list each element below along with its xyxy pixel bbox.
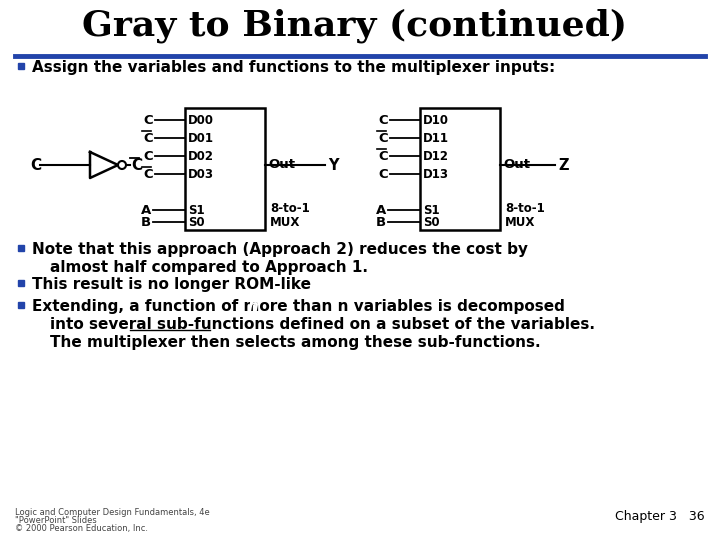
Text: D03: D03 [188,167,214,180]
Text: Z: Z [558,158,569,172]
Text: C: C [131,158,142,172]
Text: B: B [141,215,151,228]
Text: MUX: MUX [270,217,300,230]
Bar [18,280,24,286]
Text: Out: Out [503,159,530,172]
Text: C: C [143,167,153,180]
Text: Logic and Computer Design Fundamentals, 4e: Logic and Computer Design Fundamentals, … [15,508,210,517]
Text: C: C [378,113,387,126]
Bar [18,63,24,69]
Text: A: A [376,204,386,217]
Text: C: C [143,132,153,145]
Text: D02: D02 [188,150,214,163]
Text: Y: Y [328,158,338,172]
Text: n: n [247,299,258,314]
Text: C: C [378,132,387,145]
Text: Extending, a function of more than n variables is decomposed: Extending, a function of more than n var… [32,299,565,314]
Circle shape [118,161,126,169]
Text: D01: D01 [188,132,214,145]
Text: This result is no longer ROM-like: This result is no longer ROM-like [32,277,311,292]
Text: 8-to-1: 8-to-1 [505,202,545,215]
Text: almost half compared to Approach 1.: almost half compared to Approach 1. [50,260,368,275]
Text: Assign the variables and functions to the multiplexer inputs:: Assign the variables and functions to th… [32,60,555,75]
Text: "PowerPoint" Slides: "PowerPoint" Slides [15,516,96,525]
Text: S1: S1 [188,204,204,217]
Text: C: C [378,150,387,163]
Text: S0: S0 [423,215,440,228]
Text: D11: D11 [423,132,449,145]
Text: Note that this approach (Approach 2) reduces the cost by: Note that this approach (Approach 2) red… [32,242,528,257]
Text: D12: D12 [423,150,449,163]
Text: Out: Out [268,159,295,172]
Text: MUX: MUX [505,217,536,230]
Text: C: C [143,150,153,163]
Text: Chapter 3   36: Chapter 3 36 [616,510,705,523]
Bar [420,108,500,230]
Text: The multiplexer then selects among these sub-functions.: The multiplexer then selects among these… [50,335,541,350]
Bar [185,108,265,230]
Text: C: C [378,167,387,180]
Text: S0: S0 [188,215,204,228]
Text: D10: D10 [423,113,449,126]
Text: D13: D13 [423,167,449,180]
Bar [18,245,24,251]
Text: C: C [143,113,153,126]
Text: B: B [376,215,386,228]
Text: S1: S1 [423,204,440,217]
Text: D00: D00 [188,113,214,126]
Text: A: A [141,204,151,217]
Text: © 2000 Pearson Education, Inc.: © 2000 Pearson Education, Inc. [15,524,148,533]
Text: into several sub-functions defined on a subset of the variables.: into several sub-functions defined on a … [50,317,595,332]
Bar [18,302,24,308]
Text: 8-to-1: 8-to-1 [270,202,310,215]
Polygon shape [90,152,118,178]
Text: Gray to Binary (continued): Gray to Binary (continued) [82,8,628,43]
Text: C: C [30,158,41,172]
